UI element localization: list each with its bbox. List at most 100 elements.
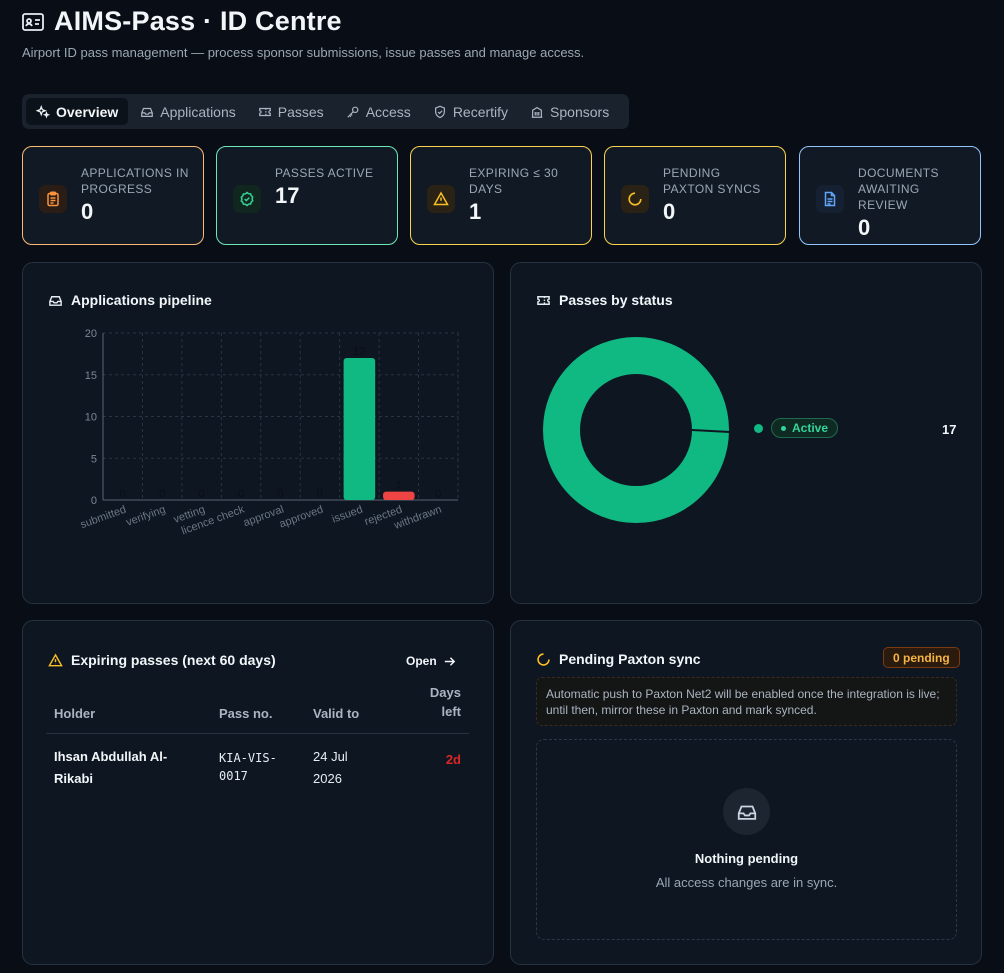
y-tick-label: 10 — [85, 412, 97, 424]
ticket-icon — [537, 295, 550, 305]
bar-data-label: 0 — [435, 488, 441, 500]
pending-paxton-sync-card: Pending Paxton sync 0 pending Automatic … — [510, 620, 982, 965]
kpi-value: 17 — [275, 183, 300, 208]
key-icon — [347, 106, 359, 118]
card-title: Expiring passes (next 60 days) — [71, 652, 276, 668]
table-row[interactable]: Ihsan Abdullah Al-Rikabi KIA-VIS-0017 24… — [46, 734, 469, 791]
kpi-value: 0 — [663, 199, 676, 224]
clipboard-icon — [47, 191, 59, 207]
sparkles-icon — [36, 104, 50, 118]
page-header: AIMS-Pass · ID Centre Airport ID pass ma… — [22, 6, 584, 60]
bar-data-label: 0 — [277, 488, 283, 500]
bar-data-label: 1 — [396, 480, 402, 492]
open-button[interactable]: Open — [406, 654, 456, 668]
kpi-label: APPLICATIONS IN PROGRESS — [81, 166, 189, 196]
expiring-passes-card: Expiring passes (next 60 days) Open Hold… — [22, 620, 494, 965]
x-tick-label: issued — [330, 504, 364, 526]
kpi-documents-awaiting-review[interactable]: DOCUMENTS AWAITING REVIEW 0 — [799, 146, 981, 245]
x-tick-label: submitted — [79, 504, 128, 532]
main-tabs: Overview Applications Passes Access Rece… — [22, 94, 629, 129]
card-title: Pending Paxton sync — [559, 651, 701, 667]
tab-label: Sponsors — [550, 103, 610, 120]
inbox-icon — [737, 805, 756, 820]
passes-donut-chart — [543, 337, 731, 523]
loader-icon — [537, 652, 550, 666]
bar-rejected[interactable] — [383, 491, 415, 500]
pass-number: KIA-VIS-0017 — [219, 751, 277, 783]
tab-label: Access — [365, 103, 411, 120]
legend-dot — [754, 423, 763, 433]
badge-check-icon — [240, 191, 254, 207]
warning-icon — [48, 652, 63, 666]
applications-pipeline-card: Applications pipeline 0 5 10 15 20 0 submitted… — [22, 262, 494, 604]
page-subtitle: Airport ID pass management — process spo… — [22, 45, 585, 60]
applications-bar-chart: 051015200submitted0verifying0vetting0lic… — [79, 328, 459, 537]
loader-icon — [628, 192, 642, 206]
kpi-value: 0 — [858, 215, 871, 240]
valid-to-date: 24 Jul 2026 — [313, 749, 348, 786]
donut-slice-active[interactable] — [543, 337, 729, 523]
integration-note: Automatic push to Paxton Net2 will be en… — [536, 677, 957, 726]
y-tick-label: 15 — [85, 370, 97, 382]
kpi-pending-paxton-syncs[interactable]: PENDING PAXTON SYNCS 0 — [604, 146, 786, 245]
donut-slice-gap — [691, 429, 731, 433]
empty-state: Nothing pending All access changes are i… — [536, 739, 957, 940]
kpi-value: 0 — [81, 199, 94, 224]
bar-data-label: 0 — [159, 488, 165, 500]
expiring-table: Holder Pass no. Valid to Days left Ihsan… — [46, 683, 469, 790]
passes-by-status-card: Passes by status Active 17 — [510, 262, 982, 604]
tab-label: Applications — [160, 103, 236, 120]
legend-value: 17 — [942, 422, 957, 437]
bar-data-label: 0 — [120, 488, 126, 500]
column-header-days-left[interactable]: Days left — [409, 683, 469, 734]
tab-label: Overview — [56, 103, 119, 120]
tab-label: Recertify — [452, 103, 509, 120]
y-tick-label: 20 — [85, 328, 97, 340]
tab-label: Passes — [277, 103, 324, 120]
id-card-icon — [22, 12, 44, 31]
holder-name: Ihsan Abdullah Al-Rikabi — [54, 749, 168, 786]
kpi-label: PASSES ACTIVE — [275, 166, 374, 180]
kpi-label: DOCUMENTS AWAITING REVIEW — [858, 166, 939, 212]
bar-data-label: 0 — [238, 488, 244, 500]
tab-applications[interactable]: Applications — [130, 98, 246, 125]
tab-sponsors[interactable]: Sponsors — [520, 98, 619, 125]
y-tick-label: 0 — [91, 495, 97, 507]
x-tick-label: verifying — [125, 504, 168, 529]
legend-active[interactable]: Active — [754, 418, 839, 438]
bar-data-label: 0 — [199, 488, 205, 500]
page-title: AIMS-Pass · ID Centre — [54, 6, 342, 36]
y-tick-label: 5 — [91, 453, 97, 465]
arrow-right-icon — [444, 656, 455, 666]
pending-count-badge: 0 pending — [883, 647, 960, 668]
tab-access[interactable]: Access — [336, 98, 421, 125]
kpi-label: PENDING PAXTON SYNCS — [663, 166, 761, 196]
x-tick-label: approved — [278, 504, 325, 531]
kpi-passes-active[interactable]: PASSES ACTIVE 17 — [216, 146, 398, 245]
bar-data-label: 0 — [317, 488, 323, 500]
card-title: Applications pipeline — [71, 292, 212, 308]
tab-overview[interactable]: Overview — [26, 98, 129, 125]
inbox-icon — [49, 295, 62, 306]
column-header-holder[interactable]: Holder — [46, 683, 219, 734]
ticket-icon — [258, 107, 271, 116]
kpi-label: EXPIRING ≤ 30 DAYS — [469, 166, 559, 196]
legend-label: Active — [792, 421, 829, 435]
column-header-valid-to[interactable]: Valid to — [313, 683, 409, 734]
open-label: Open — [406, 654, 437, 668]
tab-recertify[interactable]: Recertify — [423, 98, 518, 125]
shield-check-icon — [434, 105, 445, 118]
kpi-expiring-30-days[interactable]: EXPIRING ≤ 30 DAYS 1 — [410, 146, 592, 245]
card-title: Passes by status — [559, 292, 673, 308]
empty-subtitle: All access changes are in sync. — [655, 875, 838, 890]
file-text-icon — [824, 191, 836, 207]
bar-issued[interactable] — [343, 358, 376, 500]
warning-icon — [433, 191, 449, 206]
tab-passes[interactable]: Passes — [248, 98, 334, 125]
column-header-pass-no[interactable]: Pass no. — [219, 683, 313, 734]
status-dot — [781, 425, 786, 431]
bar-data-label: 17 — [353, 346, 365, 358]
empty-title: Nothing pending — [694, 851, 799, 866]
building-icon — [531, 106, 543, 118]
kpi-applications-in-progress[interactable]: APPLICATIONS IN PROGRESS 0 — [22, 146, 204, 245]
